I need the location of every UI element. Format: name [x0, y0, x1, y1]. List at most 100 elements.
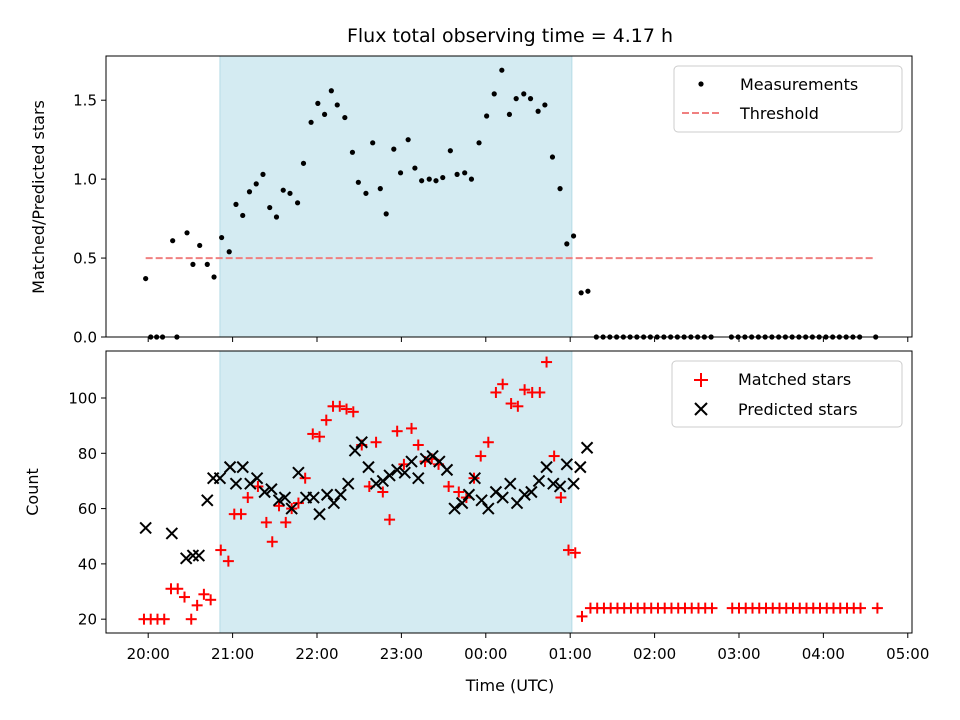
predicted-star-point	[278, 491, 292, 504]
measurement-point	[484, 113, 490, 119]
measurement-point	[240, 212, 246, 219]
predicted-star-point	[313, 507, 326, 521]
measurement-point	[349, 149, 356, 155]
predicted-star-point	[201, 494, 214, 507]
predicted-x-b	[440, 463, 454, 477]
predicted-star-point	[468, 471, 482, 485]
measurement-point	[397, 170, 404, 176]
predicted-star-point	[540, 460, 553, 474]
predicted-x-b	[518, 488, 531, 501]
matched-star-point	[178, 591, 190, 603]
predicted-x-b	[236, 460, 249, 474]
predicted-star-point	[547, 477, 560, 490]
bottom-ytick-label: 60	[78, 500, 97, 518]
top-marks	[143, 56, 879, 340]
bottom-panel: 20 40 60 80 100 20:00 21:00 22:00 23:00 00:00 01:…	[23, 350, 929, 695]
predicted-star-point	[412, 471, 425, 485]
measurement-point	[578, 290, 584, 296]
xtick-label: 23:00	[380, 645, 423, 663]
measurement-point	[370, 140, 376, 146]
predicted-x-b	[489, 485, 503, 499]
measurement-point	[287, 190, 293, 196]
predicted-star-point	[229, 477, 243, 490]
bottom-ytick-label: 20	[78, 611, 97, 629]
legend-matched-marker	[694, 373, 708, 387]
predicted-star-point	[462, 488, 476, 501]
measurement-point	[273, 214, 280, 220]
predicted-star-point	[398, 466, 411, 479]
measurement-point	[300, 160, 307, 166]
xtick-label: 01:00	[549, 645, 592, 663]
predicted-x-b	[468, 471, 482, 485]
bottom-ytick-label: 100	[68, 390, 97, 408]
legend-measurements-label: Measurements	[740, 75, 858, 94]
measurement-point	[535, 108, 541, 114]
observing-span-shade-top	[219, 56, 572, 337]
measurement-point	[334, 102, 340, 108]
measurement-point	[412, 165, 418, 171]
measurement-point	[570, 233, 577, 239]
measurement-point	[197, 242, 203, 249]
legend-matched-label: Matched stars	[738, 370, 851, 389]
measurement-point	[355, 179, 361, 185]
predicted-x-b	[334, 488, 347, 501]
predicted-star-point	[320, 488, 334, 501]
measurement-point	[246, 189, 253, 195]
predicted-x-b	[307, 491, 320, 504]
matched-star-point	[391, 425, 403, 437]
predicted-star-point	[139, 521, 152, 535]
predicted-x-b	[192, 549, 206, 562]
predicted-x-b	[278, 491, 292, 504]
matched-star-point	[347, 406, 359, 418]
predicted-star-point	[475, 494, 488, 507]
predicted-x-b	[567, 477, 580, 490]
matched-star-point	[235, 508, 247, 520]
measurement-point	[405, 137, 411, 143]
top-y-axis-label: Matched/Predicted stars	[29, 100, 48, 294]
predicted-x-b	[223, 460, 237, 474]
predicted-star-point	[390, 463, 404, 477]
matched-star-point	[519, 384, 531, 396]
matched-star-point	[490, 386, 502, 398]
bottom-ytick-label: 40	[78, 555, 97, 573]
predicted-star-point	[292, 466, 305, 479]
xtick-label: 21:00	[211, 645, 254, 663]
predicted-x-b	[342, 477, 355, 490]
predicted-star-point	[405, 455, 418, 468]
matched-star-point	[191, 599, 203, 611]
matched-star-point	[855, 602, 867, 614]
matched-star-point	[198, 588, 210, 600]
predicted-x-b	[383, 469, 396, 482]
predicted-star-point	[440, 463, 454, 477]
predicted-x-b	[313, 507, 326, 521]
predicted-star-point	[560, 458, 574, 471]
predicted-star-point	[369, 477, 383, 490]
top-plot-frame	[105, 55, 913, 338]
xtick-label: 03:00	[717, 645, 760, 663]
matched-star-point	[412, 439, 424, 451]
matched-star-point	[482, 436, 494, 448]
matched-star-point	[334, 400, 346, 412]
measurement-point	[211, 274, 217, 280]
predicted-x-b	[229, 477, 243, 490]
predicted-star-point	[213, 471, 227, 485]
matched-star-point	[563, 544, 575, 556]
top-y-ticks: 0.0 0.5 1.0 1.5	[73, 92, 106, 347]
predicted-x-b	[139, 521, 152, 535]
predicted-x-b	[525, 485, 538, 499]
predicted-x-b	[186, 549, 200, 562]
predicted-star-point	[334, 488, 347, 501]
predicted-x-b	[348, 444, 362, 457]
top-ytick-label: 0.5	[73, 250, 97, 268]
matched-star-point	[512, 400, 524, 412]
predicted-star-point	[525, 485, 538, 499]
measurement-point	[383, 211, 389, 217]
measurement-point	[321, 111, 328, 118]
matched-star-point	[280, 516, 292, 528]
predicted-star-point	[455, 496, 469, 510]
legend-threshold-label: Threshold	[739, 104, 819, 123]
predicted-star-point	[258, 485, 271, 499]
predicted-x-b	[398, 466, 411, 479]
bottom-plot-frame	[105, 350, 913, 634]
predicted-x-b	[390, 463, 404, 477]
